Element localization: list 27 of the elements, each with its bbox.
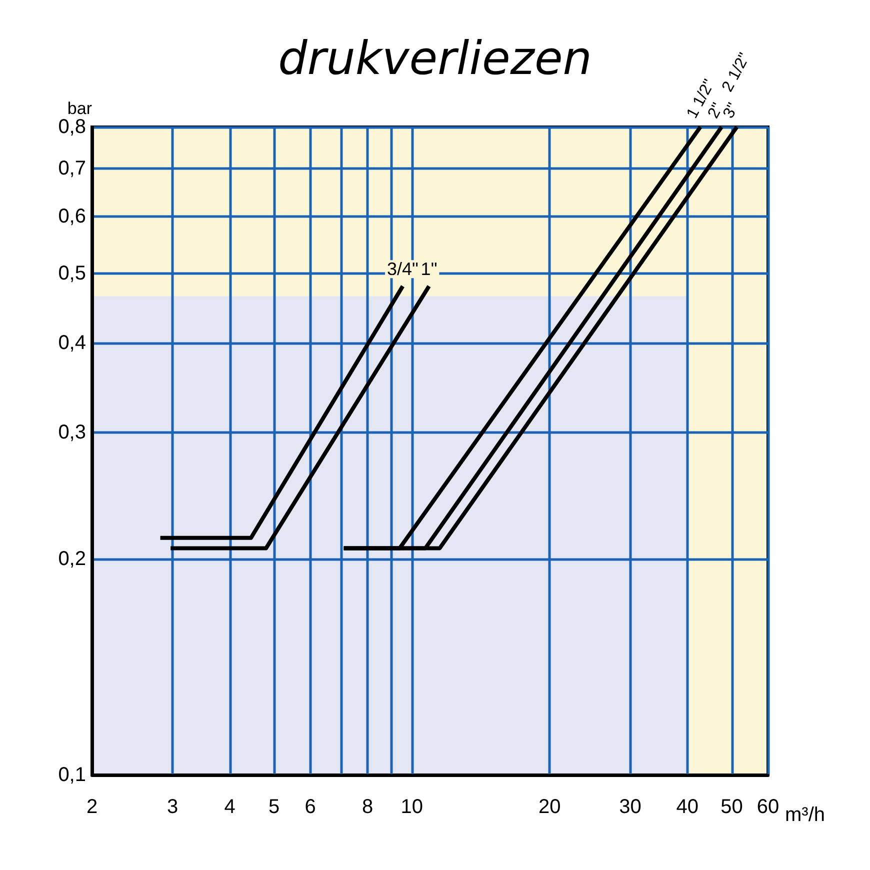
x-tick-label: 60 bbox=[756, 796, 780, 818]
y-tick-label: 0,4 bbox=[58, 332, 86, 354]
x-tick-label: 6 bbox=[304, 796, 316, 818]
y-tick-label: 0,8 bbox=[58, 116, 86, 138]
x-tick-label: 20 bbox=[538, 796, 561, 818]
x-tick-label: 40 bbox=[676, 796, 699, 818]
y-tick-label: 0,1 bbox=[58, 764, 86, 786]
x-tick-label: 2 bbox=[86, 796, 98, 818]
y-tick-label: 0,5 bbox=[58, 262, 86, 284]
x-tick-label: 8 bbox=[362, 796, 374, 818]
x-tick-label: 50 bbox=[720, 796, 743, 818]
y-tick-label: 0,6 bbox=[58, 206, 86, 228]
series-label: 1" bbox=[420, 259, 438, 280]
series-label: 3/4" bbox=[387, 259, 418, 280]
x-tick-label: 5 bbox=[268, 796, 280, 818]
x-axis-title: m³/h bbox=[785, 804, 826, 826]
x-tick-label: 3 bbox=[167, 796, 178, 818]
text: 3" bbox=[720, 100, 742, 122]
x-tick-label: 4 bbox=[224, 796, 236, 818]
chart-title: drukverliezen bbox=[278, 31, 592, 85]
y-tick-label: 0,3 bbox=[58, 422, 86, 444]
y-tick-label: 0,2 bbox=[58, 548, 86, 570]
y-tick-label: 0,7 bbox=[58, 158, 86, 180]
y-axis-title: bar bbox=[67, 99, 92, 118]
x-tick-label: 30 bbox=[619, 796, 642, 818]
x-tick-label: 10 bbox=[400, 796, 424, 818]
annotation: 2 1/2" bbox=[719, 50, 754, 95]
